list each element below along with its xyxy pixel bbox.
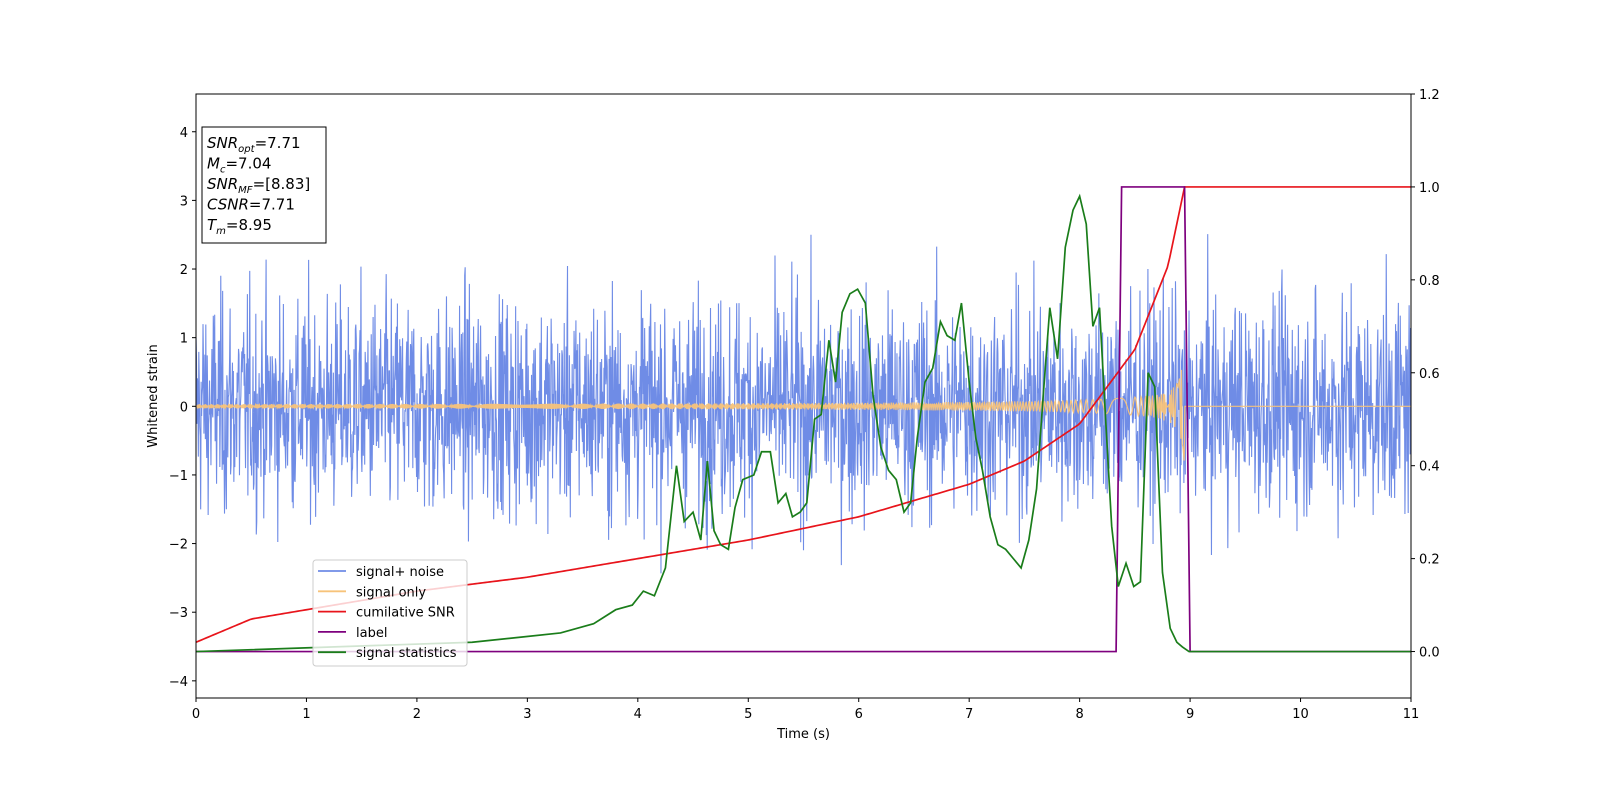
y-tick-label-left: 3 (180, 194, 188, 209)
y-tick-label-right: 0.6 (1419, 367, 1440, 382)
info-box-line: Mc=7.04 (207, 155, 271, 176)
legend-entry: signal+ noise (356, 565, 444, 580)
x-tick-label: 11 (1403, 707, 1420, 722)
legend-entry: label (356, 626, 387, 641)
legend-entry: signal statistics (356, 646, 457, 661)
x-tick-label: 2 (413, 707, 421, 722)
x-tick-label: 0 (192, 707, 200, 722)
y-tick-label-left: −4 (169, 675, 188, 690)
y-tick-label-left: −1 (169, 469, 188, 484)
x-axis-label: Time (s) (776, 727, 830, 742)
legend-entry: cumilative SNR (356, 606, 455, 621)
y-tick-label-left: 4 (180, 126, 188, 141)
y-tick-label-right: 0.8 (1419, 274, 1440, 289)
info-box-frame (201, 126, 327, 244)
x-tick-label: 6 (855, 707, 863, 722)
y-tick-label-right: 0.4 (1419, 460, 1440, 475)
x-tick-label: 9 (1186, 707, 1194, 722)
y-tick-label-left: −2 (169, 538, 188, 553)
x-tick-label: 5 (744, 707, 752, 722)
x-tick-label: 1 (302, 707, 310, 722)
x-tick-label: 10 (1292, 707, 1309, 722)
info-box-line: Tm=8.95 (207, 216, 272, 237)
y-axis-label: Whitened strain (146, 344, 161, 447)
legend-frame (312, 559, 468, 667)
y-tick-label-left: 0 (180, 400, 188, 415)
axes-frame (195, 93, 1412, 699)
x-tick-label: 8 (1075, 707, 1083, 722)
y-tick-label-right: 1.2 (1419, 88, 1440, 103)
x-tick-label: 3 (523, 707, 531, 722)
info-box-line: SNRopt=7.71 (207, 134, 301, 155)
legend-entry: signal only (356, 585, 426, 600)
x-tick-label: 4 (634, 707, 642, 722)
series-signal-statistics (196, 193, 1411, 653)
series-signal-noise (196, 234, 1411, 574)
x-tick-label: 7 (965, 707, 973, 722)
y-tick-label-right: 1.0 (1419, 181, 1440, 196)
y-tick-label-left: 1 (180, 332, 188, 347)
info-box-line: CSNR=7.71 (207, 196, 295, 214)
info-box-line: SNRMF=[8.83] (207, 175, 310, 196)
y-tick-label-left: 2 (180, 263, 188, 278)
y-tick-label-left: −3 (169, 606, 188, 621)
series-signal-only (196, 369, 1411, 461)
axes: 0 1 2 3 4 5 6 7 8 9 10 11 −4 −3 −2 −1 0 1 2 3 4 0.0 0.2 0.4 0.6 0… (169, 88, 1440, 722)
legend: signal+ noise signal only cumilative SNR la… (312, 559, 468, 667)
y-tick-label-right: 0.0 (1419, 646, 1440, 661)
y-tick-label-right: 0.2 (1419, 553, 1440, 568)
